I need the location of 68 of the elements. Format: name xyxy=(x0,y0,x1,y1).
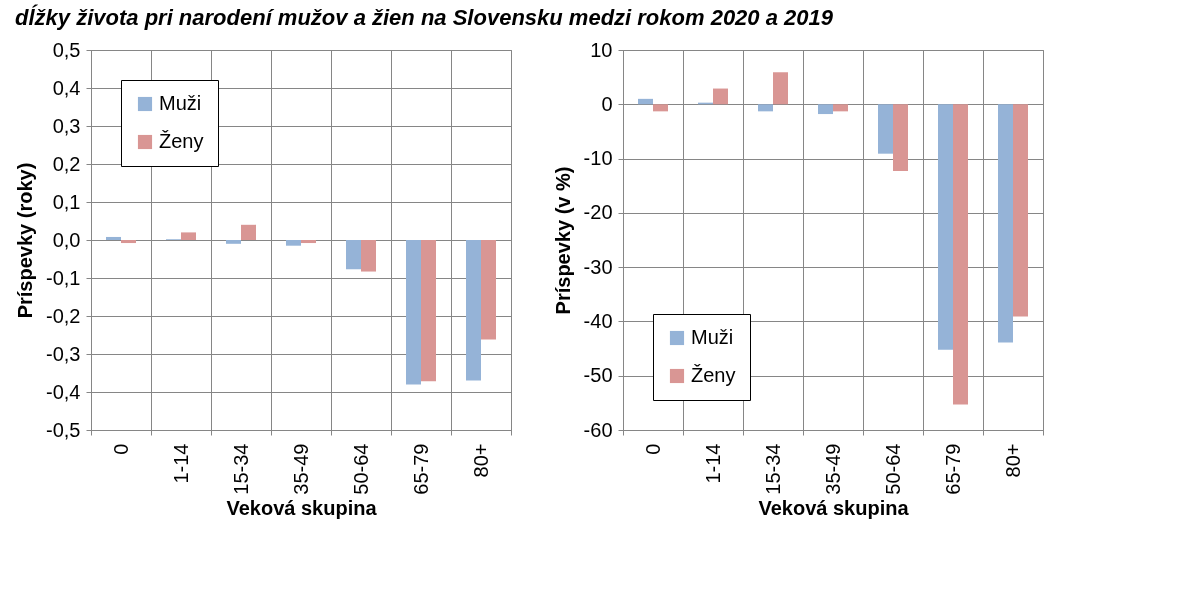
y-tick-label: 0,3 xyxy=(52,114,81,137)
y-axis-title: Príspevky (v %) xyxy=(551,166,574,315)
bar xyxy=(1013,104,1028,317)
chart-title: dĺžky života pri narodení mužov a žien na Slovensku medzi rokom 2020 a 2019 xyxy=(15,3,834,30)
y-tick-label: -0,3 xyxy=(46,342,81,365)
x-tick-label: 35-49 xyxy=(821,443,844,495)
x-tick-label: 80+ xyxy=(469,443,492,478)
x-axis-title: Veková skupina xyxy=(226,496,378,519)
bar xyxy=(121,240,136,244)
y-tick-label: -50 xyxy=(583,364,613,387)
bar xyxy=(713,88,728,105)
bar xyxy=(998,104,1013,343)
bar xyxy=(818,104,833,115)
bar xyxy=(638,98,653,105)
y-tick-label: -0,5 xyxy=(46,418,81,441)
x-tick-label: 0 xyxy=(109,443,132,455)
x-tick-label: 1-14 xyxy=(169,443,192,484)
y-tick-label: -40 xyxy=(583,309,613,332)
bar xyxy=(421,240,436,382)
bar xyxy=(653,104,668,112)
x-tick-label: 35-49 xyxy=(289,443,312,495)
legend-label: Muži xyxy=(159,92,202,114)
y-tick-label: 0,5 xyxy=(52,38,81,61)
bar xyxy=(466,240,481,381)
x-tick-label: 0 xyxy=(641,443,664,455)
bar xyxy=(833,104,848,112)
y-tick-label: -30 xyxy=(583,255,613,278)
y-tick-label: -20 xyxy=(583,201,613,224)
y-tick-label: -60 xyxy=(583,418,613,441)
bar xyxy=(406,240,421,385)
y-tick-label: -0,4 xyxy=(46,380,81,403)
x-tick-label: 65-79 xyxy=(409,443,432,495)
y-tick-label: -0,1 xyxy=(46,266,81,289)
x-tick-label: 15-34 xyxy=(761,443,784,495)
legend-label: Ženy xyxy=(159,130,204,152)
y-tick-label: 0 xyxy=(601,92,613,115)
y-tick-label: 0,2 xyxy=(52,152,81,175)
y-tick-label: 0,1 xyxy=(52,190,81,213)
y-axis-title: Príspevky (roky) xyxy=(14,162,37,319)
bar xyxy=(241,224,256,240)
legend-label: Muži xyxy=(691,326,734,348)
x-tick-label: 50-64 xyxy=(881,443,904,495)
x-tick-label: 50-64 xyxy=(349,443,372,495)
bar xyxy=(301,240,316,244)
x-tick-label: 80+ xyxy=(1001,443,1024,478)
bar xyxy=(878,104,893,154)
y-tick-label: 0,0 xyxy=(52,228,81,251)
bar xyxy=(481,240,496,340)
bar xyxy=(181,232,196,240)
x-tick-label: 1-14 xyxy=(701,443,724,484)
bar xyxy=(361,240,376,272)
bar xyxy=(758,104,773,112)
x-tick-label: 15-34 xyxy=(229,443,252,495)
bar xyxy=(953,104,968,405)
bar xyxy=(938,104,953,350)
y-tick-label: 10 xyxy=(590,38,613,61)
bar xyxy=(286,240,301,246)
y-tick-label: 0,4 xyxy=(52,76,81,99)
bar xyxy=(346,240,361,270)
x-axis-title: Veková skupina xyxy=(758,496,910,519)
x-tick-label: 65-79 xyxy=(941,443,964,495)
y-tick-label: -10 xyxy=(583,147,613,170)
bar xyxy=(773,72,788,105)
y-tick-label: -0,2 xyxy=(46,304,81,327)
bar xyxy=(106,236,121,240)
bar xyxy=(226,240,241,244)
bar xyxy=(893,104,908,172)
legend-label: Ženy xyxy=(691,364,736,386)
